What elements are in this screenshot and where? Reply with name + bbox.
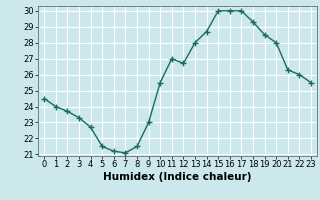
X-axis label: Humidex (Indice chaleur): Humidex (Indice chaleur) bbox=[103, 172, 252, 182]
